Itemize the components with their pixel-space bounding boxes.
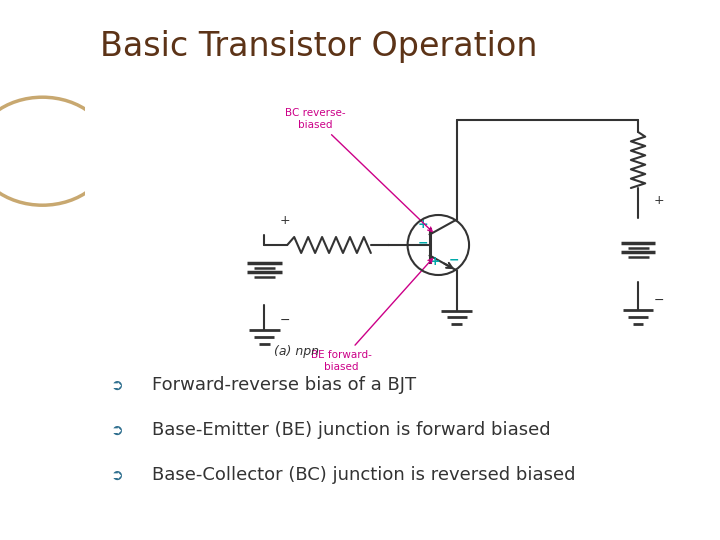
Text: +: +: [653, 193, 664, 206]
Text: +: +: [418, 218, 428, 231]
Text: +: +: [430, 255, 441, 268]
Text: BC reverse-
biased: BC reverse- biased: [285, 109, 432, 232]
Text: (a) npn: (a) npn: [274, 345, 320, 358]
Text: +: +: [279, 213, 290, 226]
Text: Basic Transistor Operation: Basic Transistor Operation: [100, 30, 538, 63]
Text: Base-Emitter (BE) junction is forward biased: Base-Emitter (BE) junction is forward bi…: [151, 421, 550, 439]
Text: ➲: ➲: [111, 377, 123, 393]
Text: −: −: [653, 294, 664, 307]
Text: ➲: ➲: [111, 468, 123, 483]
Text: Forward-reverse bias of a BJT: Forward-reverse bias of a BJT: [151, 376, 415, 394]
Text: Base-Collector (BC) junction is reversed biased: Base-Collector (BC) junction is reversed…: [151, 466, 575, 484]
Text: −: −: [279, 314, 290, 327]
Text: ➲: ➲: [111, 422, 123, 437]
Text: −: −: [449, 253, 459, 267]
Text: −: −: [418, 236, 428, 249]
Text: BE forward-
biased: BE forward- biased: [310, 259, 433, 372]
